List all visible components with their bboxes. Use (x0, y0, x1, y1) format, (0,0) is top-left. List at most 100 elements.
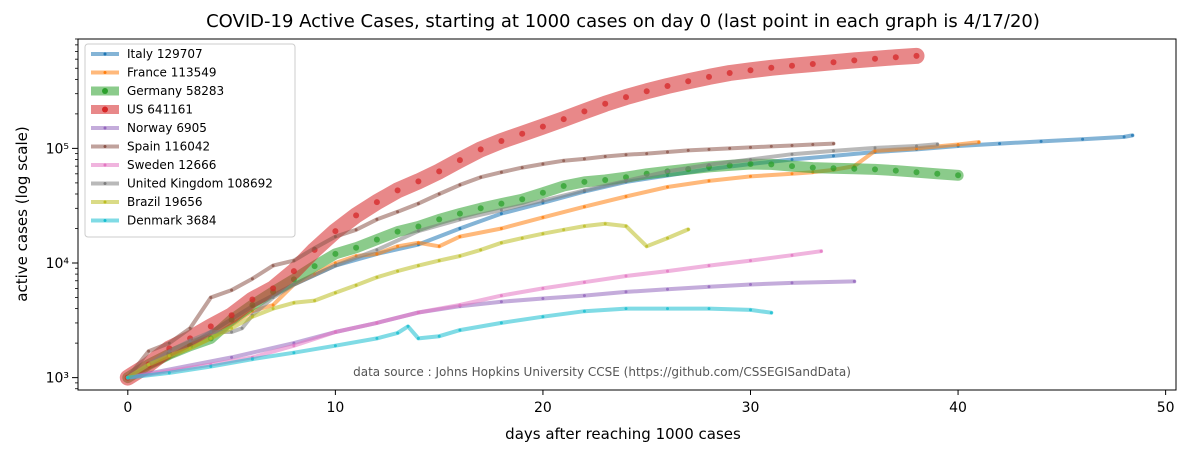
data-point (643, 88, 650, 95)
data-point (790, 253, 794, 257)
data-point (375, 275, 379, 279)
y-axis: 10³ 10⁴ 10⁵ (46, 38, 78, 390)
data-point (416, 241, 420, 245)
data-point (666, 307, 669, 311)
data-point (666, 269, 669, 273)
data-point (458, 303, 462, 307)
legend-label: Denmark 3684 (127, 214, 217, 228)
data-point (416, 264, 420, 268)
data-point (541, 162, 545, 166)
data-point (749, 259, 752, 263)
data-point (209, 330, 213, 334)
data-point (581, 178, 588, 185)
data-point (728, 146, 732, 150)
data-point (562, 159, 566, 163)
data-point (851, 57, 858, 64)
series-5 (125, 141, 836, 380)
data-point (458, 227, 462, 230)
data-point (499, 241, 503, 245)
legend-label: France 113549 (127, 66, 217, 80)
data-point (624, 274, 628, 278)
data-point (396, 210, 400, 214)
data-point (747, 161, 754, 167)
legend-marker (103, 200, 107, 204)
data-point (333, 264, 337, 268)
data-point (790, 158, 794, 161)
data-point (541, 215, 545, 219)
legend-marker (102, 88, 108, 94)
x-tick-label: 0 (123, 400, 132, 416)
data-point (167, 371, 171, 375)
data-point (477, 146, 484, 153)
y-tick-label: 10⁴ (46, 256, 70, 272)
data-point (353, 212, 360, 219)
data-point (250, 315, 254, 319)
legend-box (84, 43, 296, 238)
data-point (602, 100, 609, 107)
data-point (768, 64, 775, 71)
data-point (706, 73, 712, 80)
data-point (375, 252, 379, 256)
data-point (582, 157, 586, 161)
data-point (416, 311, 420, 314)
data-point (519, 130, 526, 137)
data-point (437, 244, 441, 248)
data-point (394, 187, 401, 194)
x-axis: 0 10 20 30 40 50 (123, 390, 1175, 416)
data-point (872, 166, 878, 173)
data-point (271, 307, 275, 311)
data-point (271, 303, 275, 307)
data-point (292, 301, 296, 305)
data-point (373, 236, 380, 243)
data-point (499, 321, 503, 325)
data-point (809, 164, 816, 171)
data-point (271, 296, 275, 299)
data-point (1122, 135, 1126, 139)
data-point (416, 336, 420, 340)
data-point (562, 228, 566, 232)
data-point (892, 54, 899, 61)
data-point (520, 166, 524, 170)
data-point (582, 224, 586, 228)
data-point (240, 326, 244, 330)
y-tick-label: 10⁵ (46, 141, 69, 157)
data-point (436, 216, 443, 223)
data-point (913, 169, 920, 176)
data-point (998, 142, 1002, 146)
legend-item: Brazil 19656 (91, 195, 202, 209)
data-point (582, 280, 586, 284)
x-tick-label: 40 (949, 400, 967, 416)
series-line (125, 306, 774, 380)
data-point (499, 227, 503, 230)
data-point (436, 168, 443, 175)
data-point (541, 297, 545, 300)
data-point (147, 363, 151, 367)
data-point (458, 254, 462, 258)
data-point (207, 323, 214, 330)
data-point (375, 217, 379, 221)
data-point (749, 145, 752, 149)
data-point (541, 232, 545, 236)
data-point (686, 227, 690, 231)
data-point (707, 179, 711, 183)
data-point (167, 354, 171, 358)
data-point (666, 185, 669, 189)
data-point (832, 149, 835, 153)
data-point (333, 344, 337, 348)
data-point (790, 144, 794, 147)
data-point (768, 161, 775, 168)
data-point (498, 200, 505, 207)
data-point (686, 148, 690, 152)
data-point (375, 336, 379, 340)
data-point (437, 334, 441, 338)
data-point (333, 291, 337, 295)
legend-item: Germany 58283 (91, 84, 224, 98)
data-point (499, 212, 503, 216)
data-point (749, 174, 752, 178)
data-point (624, 179, 628, 183)
data-point (624, 290, 628, 294)
data-point (789, 163, 795, 170)
data-point (333, 330, 337, 334)
data-point (250, 357, 254, 361)
